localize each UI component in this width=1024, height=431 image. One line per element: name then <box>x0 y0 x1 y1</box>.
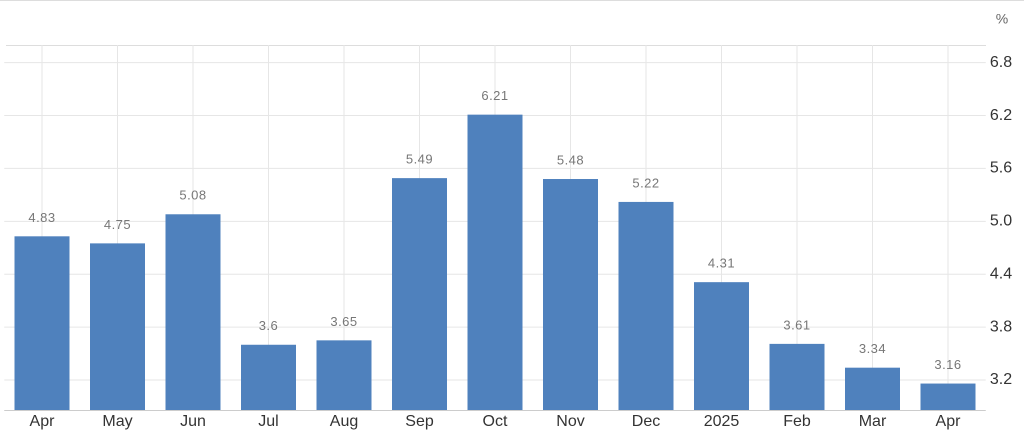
bar <box>392 178 447 410</box>
x-tick-label: 2025 <box>704 413 740 430</box>
bar <box>543 179 598 410</box>
unit-label: % <box>996 11 1008 27</box>
y-tick-label: 6.8 <box>990 54 1012 71</box>
bar <box>14 236 70 410</box>
x-tick-label: Apr <box>936 413 962 430</box>
value-label: 4.75 <box>104 217 131 232</box>
x-tick-label: Jul <box>258 413 278 430</box>
y-tick-label: 3.8 <box>990 318 1012 335</box>
bar <box>618 201 674 410</box>
bar <box>920 383 976 410</box>
x-tick-label: May <box>102 413 132 430</box>
y-tick-label: 5.0 <box>990 213 1012 230</box>
value-label: 6.21 <box>481 88 508 103</box>
x-tick-label: Feb <box>783 413 811 430</box>
bar <box>316 340 372 410</box>
value-label: 5.22 <box>632 175 659 190</box>
y-tick-label: 5.6 <box>990 160 1012 177</box>
bar <box>769 343 825 410</box>
x-tick-label: Sep <box>405 413 434 430</box>
value-label: 3.65 <box>330 314 357 329</box>
x-tick-label: Jun <box>180 413 206 430</box>
y-tick-label: 4.4 <box>990 265 1012 282</box>
bar <box>165 214 221 410</box>
value-label: 5.48 <box>557 152 584 167</box>
x-tick-label: Oct <box>483 413 508 430</box>
value-label: 5.08 <box>179 188 206 203</box>
value-label: 3.34 <box>859 341 886 356</box>
x-tick-label: Nov <box>556 413 584 430</box>
bar <box>845 367 900 410</box>
value-label: 4.83 <box>28 210 55 225</box>
y-tick-label: 6.2 <box>990 107 1012 124</box>
bar <box>90 243 145 410</box>
x-tick-label: Apr <box>30 413 56 430</box>
value-label: 3.16 <box>934 357 961 372</box>
value-label: 3.61 <box>783 317 810 332</box>
value-label: 3.6 <box>259 318 279 333</box>
y-tick-label: 3.2 <box>990 371 1012 388</box>
bar <box>694 282 749 410</box>
value-label: 5.49 <box>406 152 433 167</box>
x-tick-label: Mar <box>859 413 887 430</box>
x-tick-label: Dec <box>632 413 660 430</box>
value-label: 4.31 <box>708 256 735 271</box>
x-tick-label: Aug <box>330 413 358 430</box>
bar <box>241 344 296 410</box>
bar <box>467 114 523 411</box>
